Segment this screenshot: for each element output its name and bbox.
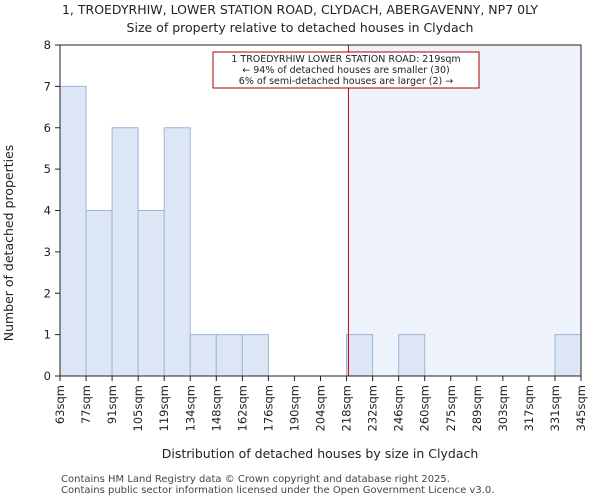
- x-tick-label-275sqm: 275sqm: [444, 385, 458, 431]
- x-tick-label-331sqm: 331sqm: [548, 385, 562, 431]
- y-axis-ticks: 0 1 2 3 4 5 6 7 8: [44, 38, 60, 383]
- x-tick-label-345sqm: 345sqm: [574, 385, 588, 431]
- bars-group: [59, 85, 582, 377]
- bar-218sqm: [346, 334, 374, 377]
- x-tick-label-204sqm: 204sqm: [314, 385, 328, 431]
- x-tick-label-63sqm: 63sqm: [53, 385, 67, 424]
- annotation-line-2: ← 94% of detached houses are smaller (30…: [242, 65, 449, 76]
- y-tick-label-8: 8: [44, 38, 51, 52]
- chart-subtitle: Size of property relative to detached ho…: [127, 20, 474, 35]
- x-tick-label-260sqm: 260sqm: [418, 385, 432, 431]
- x-axis-ticks: 63sqm 77sqm 91sqm 105sqm 119sqm 134sqm 148sqm 1…: [53, 376, 588, 431]
- x-tick-label-246sqm: 246sqm: [392, 385, 406, 431]
- annotation-border: [212, 51, 480, 89]
- x-tick-label-232sqm: 232sqm: [366, 385, 380, 431]
- x-tick-label-190sqm: 190sqm: [287, 385, 301, 431]
- x-tick-label-218sqm: 218sqm: [340, 385, 354, 431]
- annotation-line-3: 6% of semi-detached houses are larger (2…: [239, 76, 453, 87]
- y-tick-label-5: 5: [44, 162, 51, 176]
- bar-63sqm: [59, 85, 87, 377]
- larger-than-subject-region: [348, 45, 581, 376]
- x-tick-label-317sqm: 317sqm: [522, 385, 536, 431]
- bar-331sqm: [554, 334, 582, 377]
- y-tick-label-0: 0: [44, 369, 51, 383]
- x-tick-label-176sqm: 176sqm: [261, 385, 275, 431]
- bar-134sqm: [189, 334, 217, 377]
- y-axis-label: Number of detached properties: [1, 145, 16, 342]
- x-tick-label-77sqm: 77sqm: [79, 385, 93, 424]
- y-tick-label-6: 6: [44, 121, 51, 135]
- x-tick-label-162sqm: 162sqm: [235, 385, 249, 431]
- x-tick-label-148sqm: 148sqm: [209, 385, 223, 431]
- x-tick-label-105sqm: 105sqm: [131, 385, 145, 431]
- y-tick-label-4: 4: [44, 204, 51, 218]
- footer-line-2: Contains public sector information licen…: [61, 485, 494, 496]
- x-axis-label: Distribution of detached houses by size …: [162, 446, 479, 461]
- chart-title: 1, TROEDYRHIW, LOWER STATION ROAD, CLYDA…: [62, 2, 538, 17]
- x-tick-label-91sqm: 91sqm: [105, 385, 119, 424]
- annotation-box: 1 TROEDYRHIW LOWER STATION ROAD: 219sqm …: [212, 51, 480, 89]
- annotation-line-1: 1 TROEDYRHIW LOWER STATION ROAD: 219sqm: [231, 54, 460, 65]
- bar-162sqm: [241, 334, 269, 377]
- bar-119sqm: [163, 127, 191, 377]
- bar-91sqm: [111, 127, 139, 377]
- bar-148sqm: [215, 334, 243, 377]
- footer-line-1: Contains HM Land Registry data © Crown c…: [61, 474, 450, 485]
- x-tick-label-289sqm: 289sqm: [470, 385, 484, 431]
- bar-246sqm: [398, 334, 426, 377]
- x-tick-label-303sqm: 303sqm: [496, 385, 510, 431]
- x-tick-label-134sqm: 134sqm: [183, 385, 197, 431]
- y-tick-label-3: 3: [44, 245, 51, 259]
- bar-77sqm: [85, 210, 113, 377]
- bar-105sqm: [137, 210, 165, 377]
- y-tick-label-2: 2: [44, 286, 51, 300]
- y-tick-label-1: 1: [44, 328, 51, 342]
- x-tick-label-119sqm: 119sqm: [157, 385, 171, 431]
- y-tick-label-7: 7: [44, 79, 51, 93]
